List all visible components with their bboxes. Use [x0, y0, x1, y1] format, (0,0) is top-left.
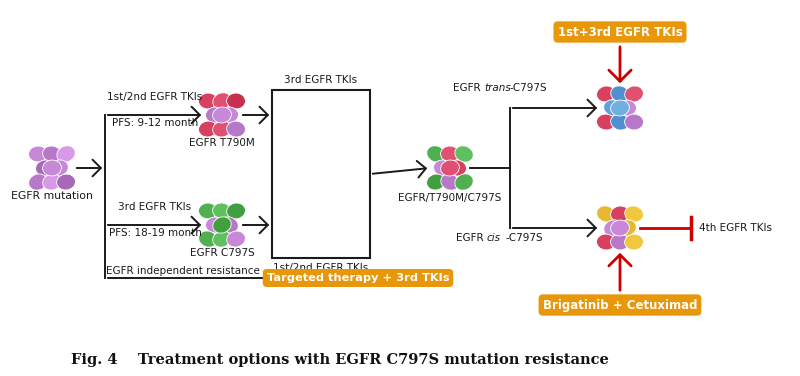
Text: trans: trans [484, 83, 510, 93]
Ellipse shape [50, 160, 68, 176]
Text: EGFR T790M: EGFR T790M [189, 138, 255, 148]
Ellipse shape [597, 234, 615, 250]
Ellipse shape [441, 174, 459, 190]
Ellipse shape [213, 231, 231, 247]
Ellipse shape [441, 146, 459, 162]
Ellipse shape [57, 146, 75, 162]
Ellipse shape [618, 220, 636, 236]
Ellipse shape [213, 121, 231, 137]
Ellipse shape [597, 114, 615, 130]
Bar [272, 90, 370, 258]
Ellipse shape [226, 93, 246, 109]
Ellipse shape [198, 203, 218, 219]
Text: EGFR independent resistance: EGFR independent resistance [106, 266, 260, 276]
Ellipse shape [226, 203, 246, 219]
Ellipse shape [213, 93, 231, 109]
Ellipse shape [29, 174, 47, 190]
Ellipse shape [618, 100, 637, 116]
Ellipse shape [604, 220, 622, 236]
Text: EGFR C797S: EGFR C797S [190, 248, 254, 258]
Text: 4th EGFR TKIs: 4th EGFR TKIs [699, 223, 772, 233]
Ellipse shape [226, 231, 246, 247]
Ellipse shape [455, 146, 474, 162]
Ellipse shape [219, 107, 238, 123]
Ellipse shape [597, 86, 615, 102]
Ellipse shape [625, 114, 643, 130]
Ellipse shape [198, 231, 218, 247]
Ellipse shape [455, 174, 474, 190]
Ellipse shape [604, 100, 622, 116]
Ellipse shape [625, 206, 643, 222]
Ellipse shape [213, 203, 231, 219]
Text: 1st/2nd EGFR TKIs: 1st/2nd EGFR TKIs [274, 263, 369, 273]
Text: PFS: 9-12 month: PFS: 9-12 month [112, 118, 198, 128]
Ellipse shape [441, 160, 459, 176]
Text: cis: cis [487, 233, 501, 243]
Text: 3rd EGFR TKIs: 3rd EGFR TKIs [118, 202, 191, 212]
Ellipse shape [198, 93, 218, 109]
Text: EGFR mutation: EGFR mutation [11, 191, 93, 201]
Ellipse shape [29, 146, 47, 162]
Ellipse shape [434, 160, 452, 176]
Ellipse shape [597, 206, 615, 222]
Ellipse shape [198, 121, 218, 137]
Ellipse shape [610, 86, 630, 102]
Ellipse shape [42, 160, 62, 176]
Ellipse shape [625, 234, 643, 250]
Text: 1st+3rd EGFR TKIs: 1st+3rd EGFR TKIs [558, 26, 682, 38]
Ellipse shape [426, 146, 445, 162]
Ellipse shape [448, 160, 466, 176]
Ellipse shape [213, 107, 231, 123]
Ellipse shape [226, 121, 246, 137]
Text: EGFR/T790M/C797S: EGFR/T790M/C797S [398, 193, 502, 203]
Ellipse shape [610, 234, 630, 250]
Ellipse shape [610, 220, 630, 236]
Text: Fig. 4    Treatment options with EGFR C797S mutation resistance: Fig. 4 Treatment options with EGFR C797S… [71, 353, 609, 367]
Ellipse shape [42, 146, 62, 162]
Text: 1st/2nd EGFR TKIs: 1st/2nd EGFR TKIs [107, 92, 202, 102]
Ellipse shape [220, 217, 238, 233]
Ellipse shape [625, 86, 643, 102]
Text: EGFR: EGFR [453, 83, 484, 93]
Ellipse shape [35, 160, 54, 176]
Ellipse shape [610, 100, 630, 116]
Text: EGFR: EGFR [456, 233, 487, 243]
Ellipse shape [610, 206, 630, 222]
Ellipse shape [206, 217, 225, 233]
Ellipse shape [206, 107, 225, 123]
Ellipse shape [426, 174, 446, 190]
Text: 3rd EGFR TKIs: 3rd EGFR TKIs [285, 75, 358, 85]
Text: -C797S: -C797S [505, 233, 542, 243]
Text: PFS: 18-19 month: PFS: 18-19 month [109, 228, 202, 238]
Text: -C797S: -C797S [510, 83, 548, 93]
Ellipse shape [42, 174, 62, 190]
Ellipse shape [610, 114, 630, 130]
Text: Brigatinib + Cetuximad: Brigatinib + Cetuximad [542, 299, 698, 311]
Text: Targeted therapy + 3rd TKIs: Targeted therapy + 3rd TKIs [266, 273, 450, 283]
Ellipse shape [213, 217, 231, 233]
Ellipse shape [57, 174, 75, 190]
